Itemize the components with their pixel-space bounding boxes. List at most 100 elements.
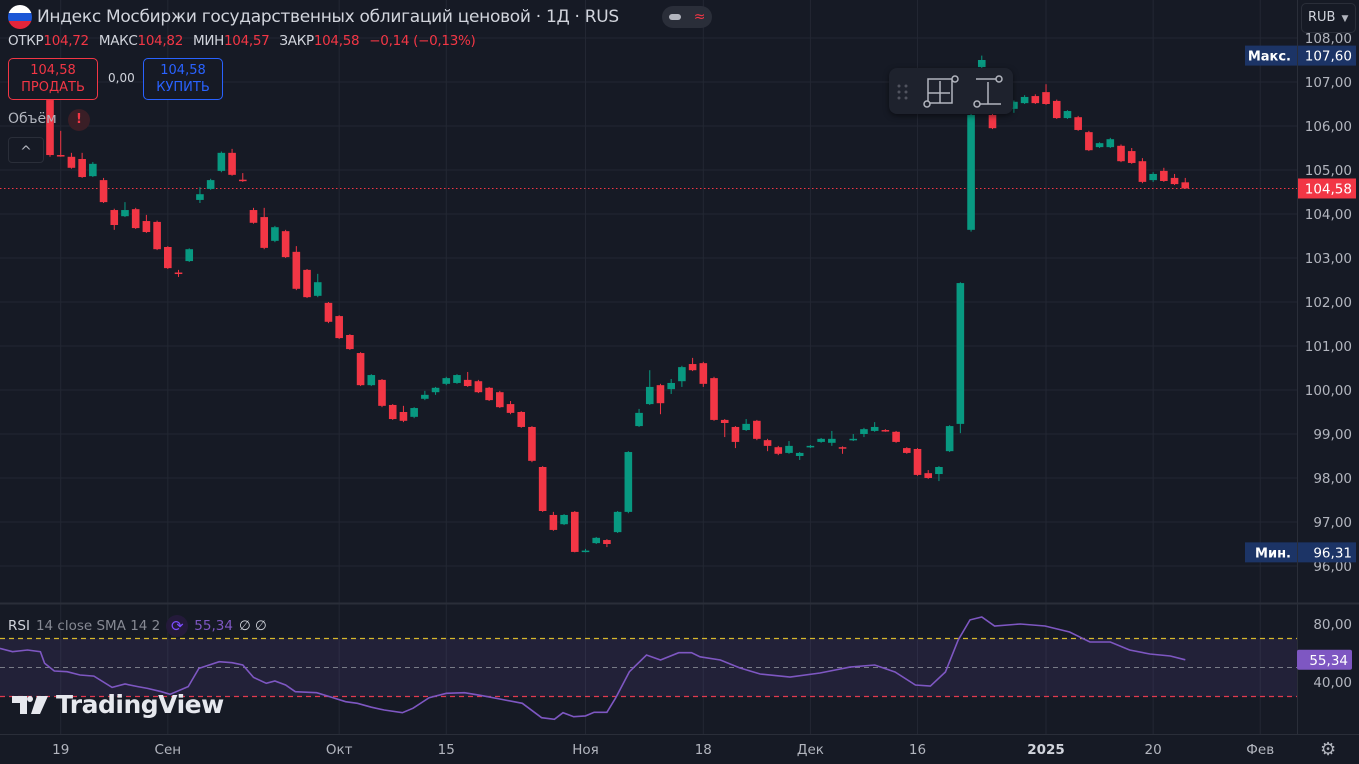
candle-body bbox=[442, 378, 451, 384]
candle bbox=[463, 371, 472, 387]
candle-body bbox=[56, 155, 65, 157]
status-toggle[interactable]: ≈ bbox=[662, 6, 712, 28]
candle bbox=[1106, 137, 1115, 148]
candle-body bbox=[142, 221, 151, 233]
candle-body bbox=[249, 210, 258, 223]
candle bbox=[924, 470, 933, 479]
candle bbox=[281, 229, 290, 258]
candle bbox=[421, 390, 429, 401]
candle bbox=[185, 248, 194, 262]
rsi-tick-label: 80,00 bbox=[1313, 617, 1352, 633]
candle-body bbox=[785, 445, 793, 453]
rsi-line bbox=[0, 616, 1186, 721]
candle-body bbox=[720, 419, 729, 423]
change-value: −0,14 (−0,13%) bbox=[369, 33, 476, 49]
candle-body bbox=[688, 364, 697, 371]
candle bbox=[228, 148, 236, 176]
watermark-text: TradingView bbox=[56, 690, 224, 719]
rsi-params: 14 close SMA 14 2 bbox=[35, 618, 161, 634]
candle-body bbox=[517, 412, 526, 427]
collapse-legend-button[interactable]: ^ bbox=[8, 137, 44, 163]
candle-body bbox=[892, 431, 900, 442]
warning-icon[interactable]: ! bbox=[68, 109, 90, 131]
candle bbox=[56, 130, 65, 157]
candle bbox=[656, 383, 665, 415]
time-axis-label: 16 bbox=[909, 742, 926, 758]
candle bbox=[560, 514, 568, 526]
candle bbox=[538, 466, 547, 512]
rsi-legend[interactable]: RSI 14 close SMA 14 2 ⟳ 55,34 ∅ ∅ bbox=[8, 615, 267, 637]
price-tick-label: 106,00 bbox=[1305, 119, 1352, 135]
candle-body bbox=[260, 217, 268, 248]
min-price-caption-bg bbox=[1245, 542, 1297, 563]
candle bbox=[356, 352, 365, 387]
price-tick-label: 105,00 bbox=[1305, 163, 1352, 179]
candle-body bbox=[860, 429, 868, 434]
floating-drawing-toolbar[interactable] bbox=[889, 68, 1013, 114]
currency-select[interactable]: RUB ▼ bbox=[1301, 3, 1356, 33]
candle-body bbox=[485, 387, 493, 401]
candle-body bbox=[849, 438, 858, 441]
candle bbox=[774, 445, 783, 456]
candle bbox=[1170, 173, 1179, 185]
tradingview-logo-icon bbox=[12, 695, 48, 714]
candle-body bbox=[881, 430, 890, 432]
price-tick-label: 98,00 bbox=[1313, 471, 1352, 487]
candle-body bbox=[67, 156, 76, 168]
refresh-icon[interactable]: ⟳ bbox=[166, 615, 189, 637]
max-price-caption-bg bbox=[1245, 45, 1297, 66]
candle-body bbox=[977, 60, 986, 68]
candle bbox=[1138, 158, 1147, 184]
price-tick-label: 100,00 bbox=[1305, 383, 1352, 399]
candle bbox=[1160, 167, 1168, 182]
candle-body bbox=[281, 231, 290, 258]
time-axis-label: Окт bbox=[326, 742, 353, 758]
price-tick-label: 101,00 bbox=[1305, 339, 1352, 355]
sell-button[interactable]: 104,58 ПРОДАТЬ bbox=[8, 58, 98, 100]
ohlc-legend: ОТКР104,72 МАКС104,82 МИН104,57 ЗАКР104,… bbox=[8, 33, 481, 49]
candle-body bbox=[870, 426, 879, 431]
candle-body bbox=[731, 426, 740, 442]
price-tick-label: 107,00 bbox=[1305, 75, 1352, 91]
rsi-tick-label: 40,00 bbox=[1313, 675, 1352, 691]
price-tick-label: 103,00 bbox=[1305, 251, 1352, 267]
candle bbox=[153, 220, 161, 251]
candle bbox=[785, 441, 793, 454]
candle bbox=[881, 429, 890, 432]
time-axis-label: 18 bbox=[695, 742, 712, 758]
price-tick-label: 102,00 bbox=[1305, 295, 1352, 311]
candle-body bbox=[1031, 96, 1040, 104]
volume-legend[interactable]: Объём bbox=[8, 111, 57, 127]
candle-body bbox=[1074, 117, 1082, 130]
symbol-header[interactable]: Индекс Мосбиржи государственных облигаци… bbox=[8, 5, 619, 29]
candle bbox=[817, 437, 825, 443]
candle-body bbox=[46, 100, 54, 156]
gear-icon[interactable]: ⚙ bbox=[1320, 739, 1337, 760]
candle bbox=[271, 225, 279, 243]
candle-body bbox=[1010, 101, 1018, 109]
candle-body bbox=[78, 159, 86, 178]
candle-body bbox=[645, 386, 654, 405]
buy-button[interactable]: 104,58 КУПИТЬ bbox=[143, 58, 223, 100]
candle bbox=[849, 434, 858, 442]
date-price-range-icon[interactable] bbox=[923, 75, 959, 108]
time-axis-label: 19 bbox=[52, 742, 69, 758]
toolbar-icons bbox=[897, 75, 1003, 108]
candle-body bbox=[1170, 177, 1179, 185]
candle bbox=[1181, 177, 1190, 189]
close-value: 104,58 bbox=[313, 33, 360, 49]
candle-body bbox=[592, 537, 601, 544]
candle-body bbox=[753, 420, 761, 439]
candle bbox=[935, 466, 943, 482]
candle bbox=[78, 152, 86, 178]
candle bbox=[967, 112, 975, 232]
candle bbox=[828, 430, 836, 446]
drag-handle-icon[interactable] bbox=[897, 84, 908, 100]
candle-body bbox=[1117, 145, 1125, 162]
candle-body bbox=[613, 511, 622, 533]
candle-body bbox=[356, 353, 365, 386]
price-range-icon[interactable] bbox=[973, 75, 1003, 108]
candle bbox=[592, 536, 601, 544]
max-price-value: 107,60 bbox=[1305, 49, 1352, 65]
